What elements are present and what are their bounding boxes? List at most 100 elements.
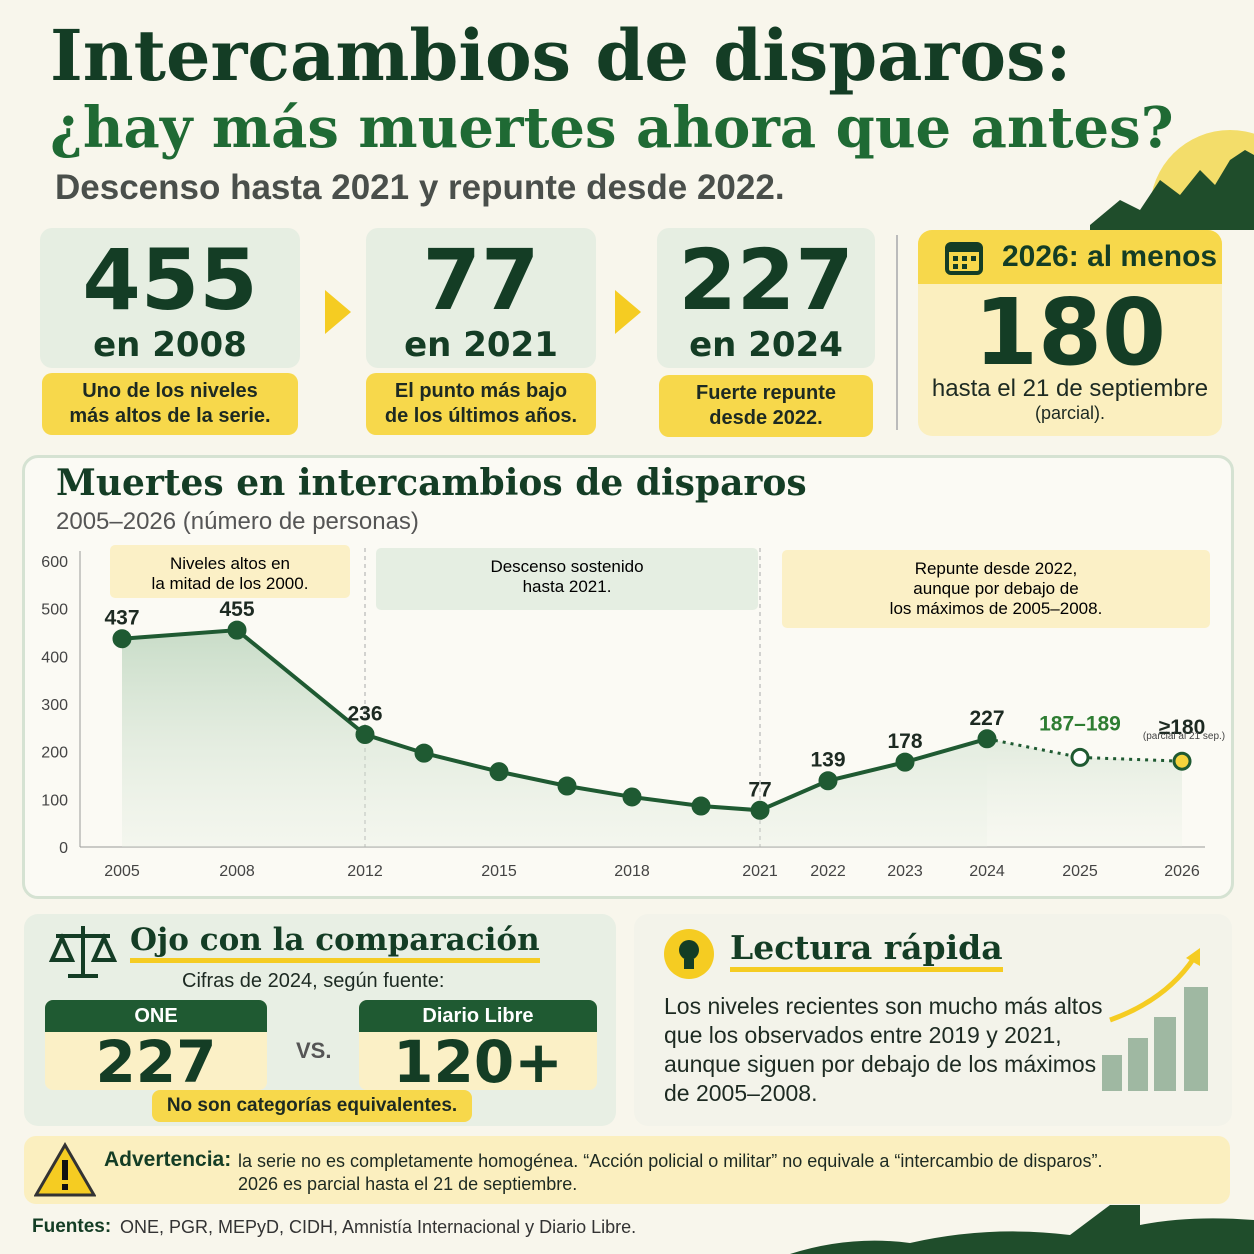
- kpi-value: 77: [422, 231, 540, 329]
- point: [1172, 751, 1192, 771]
- quick-read-title: Lectura rápida: [730, 928, 1003, 972]
- point: [622, 787, 642, 807]
- point: [895, 752, 915, 772]
- x-tick-label: 2024: [969, 863, 1005, 880]
- kpi-year: en 2021: [404, 325, 558, 365]
- annotation-text: Niveles altos en la mitad de los 2000.: [152, 554, 309, 593]
- value-label: 178: [887, 730, 922, 753]
- value-label: 437: [104, 607, 139, 630]
- y-tick-label: 300: [41, 697, 68, 714]
- point-note: (parcial al 21 sep.): [1143, 731, 1225, 742]
- line: [986, 737, 1183, 763]
- scale-icon: [48, 926, 118, 978]
- comparison-note: No son categorías equivalentes.: [152, 1090, 472, 1122]
- line: [121, 628, 988, 813]
- highlight-note: hasta el 21 de septiembre: [931, 375, 1209, 402]
- title: Intercambios de disparos:: [50, 14, 1072, 97]
- kpi-note: Fuerte repunte desde 2022.: [659, 375, 873, 437]
- value-label: ≥180: [1159, 716, 1206, 739]
- warning-label: Advertencia:: [104, 1148, 232, 1171]
- kpi-note: El punto más bajo de los últimos años.: [366, 373, 596, 435]
- point: [977, 729, 997, 749]
- subtitle: ¿hay más muertes ahora que antes?: [50, 95, 1174, 161]
- bulb-icon: [664, 929, 714, 979]
- point: [112, 629, 132, 649]
- comparison-title: Ojo con la comparación: [130, 922, 540, 963]
- kpi-year: en 2008: [93, 325, 247, 365]
- kpi-value: 455: [82, 231, 258, 329]
- annotation-line: Niveles altos en: [170, 554, 290, 573]
- calendar-icon: [945, 242, 983, 275]
- decor-trees: [790, 1205, 1254, 1254]
- source-name: ONE: [45, 1000, 267, 1032]
- point: [414, 743, 434, 763]
- decor-skyline: [1090, 130, 1254, 230]
- y-tick-label: 600: [41, 554, 68, 571]
- growth-icon: [1102, 948, 1208, 1091]
- y-tick-label: 500: [41, 602, 68, 619]
- annotation-line: Repunte desde 2022,: [915, 559, 1078, 578]
- warning-text: 2026 es parcial hasta el 21 de septiembr…: [238, 1174, 578, 1194]
- source-name: Diario Libre: [359, 1000, 597, 1032]
- value-label: 77: [748, 778, 771, 801]
- point: [1070, 747, 1090, 767]
- warning-text: la serie no es completamente homogénea. …: [238, 1151, 1103, 1171]
- x-tick-label: 2005: [104, 863, 140, 880]
- warning-icon: [34, 1142, 96, 1197]
- sources-text: ONE, PGR, MEPyD, CIDH, Amnistía Internac…: [120, 1217, 637, 1237]
- x-tick-label: 2012: [347, 863, 383, 880]
- source-value: 227: [95, 1028, 217, 1096]
- chart-subtitle: 2005–2026 (número de personas): [56, 508, 419, 535]
- source-value: 120+: [393, 1028, 563, 1096]
- divider: [896, 235, 898, 430]
- y-tick-label: 200: [41, 745, 68, 762]
- annotation-line: Descenso sostenido: [490, 557, 643, 576]
- highlight-note: (parcial).: [1034, 403, 1105, 423]
- annotation-box: [110, 545, 350, 598]
- x-tick-label: 2023: [887, 863, 923, 880]
- point: [227, 620, 247, 640]
- annotation-text: Descenso sostenido hasta 2021.: [490, 557, 643, 596]
- kpi-note: Uno de los niveles más altos de la serie…: [42, 373, 298, 435]
- annotation-line: la mitad de los 2000.: [152, 574, 309, 593]
- warning-card: [24, 1136, 1230, 1204]
- value-label: 227: [969, 707, 1004, 730]
- area-fill: [122, 630, 987, 847]
- highlight-heading: 2026: al menos: [1002, 240, 1218, 273]
- sources-label: Fuentes:: [32, 1216, 112, 1237]
- x-tick-label: 2018: [614, 863, 650, 880]
- kpi-card: [366, 228, 596, 368]
- point: [818, 771, 838, 791]
- point: [691, 796, 711, 816]
- point: [489, 762, 509, 782]
- kpi-card: [657, 228, 875, 368]
- chart: Niveles altos en la mitad de los 2000. Des…: [41, 545, 1225, 880]
- x-tick-label: 2015: [481, 863, 517, 880]
- annotation-box: [376, 548, 758, 610]
- x-tick-label: 2026: [1164, 863, 1200, 880]
- y-tick-label: 400: [41, 649, 68, 666]
- annotation-box: [782, 550, 1210, 628]
- annotation-text: Repunte desde 2022, aunque por debajo de l…: [890, 559, 1103, 618]
- point: [355, 725, 375, 745]
- area-fill: [987, 738, 1182, 847]
- value-label: 139: [810, 749, 845, 772]
- x-tick-label: 2008: [219, 863, 255, 880]
- annotation-line: hasta 2021.: [523, 577, 612, 596]
- comparison-subtitle: Cifras de 2024, según fuente:: [182, 970, 445, 992]
- chart-title: Muertes en intercambios de disparos: [56, 462, 807, 504]
- arrow: [615, 290, 641, 334]
- arrow: [325, 290, 351, 334]
- highlight-value: 180: [973, 279, 1167, 386]
- point: [750, 800, 770, 820]
- kpi-card: [40, 228, 300, 368]
- x-tick-label: 2022: [810, 863, 846, 880]
- kpi-year: en 2024: [689, 325, 843, 365]
- x-tick-label: 2021: [742, 863, 778, 880]
- lead: Descenso hasta 2021 y repunte desde 2022…: [55, 168, 785, 207]
- point: [557, 776, 577, 796]
- value-label: 236: [347, 703, 382, 726]
- y-tick-label: 100: [41, 792, 68, 809]
- vs: VS.: [296, 1038, 332, 1063]
